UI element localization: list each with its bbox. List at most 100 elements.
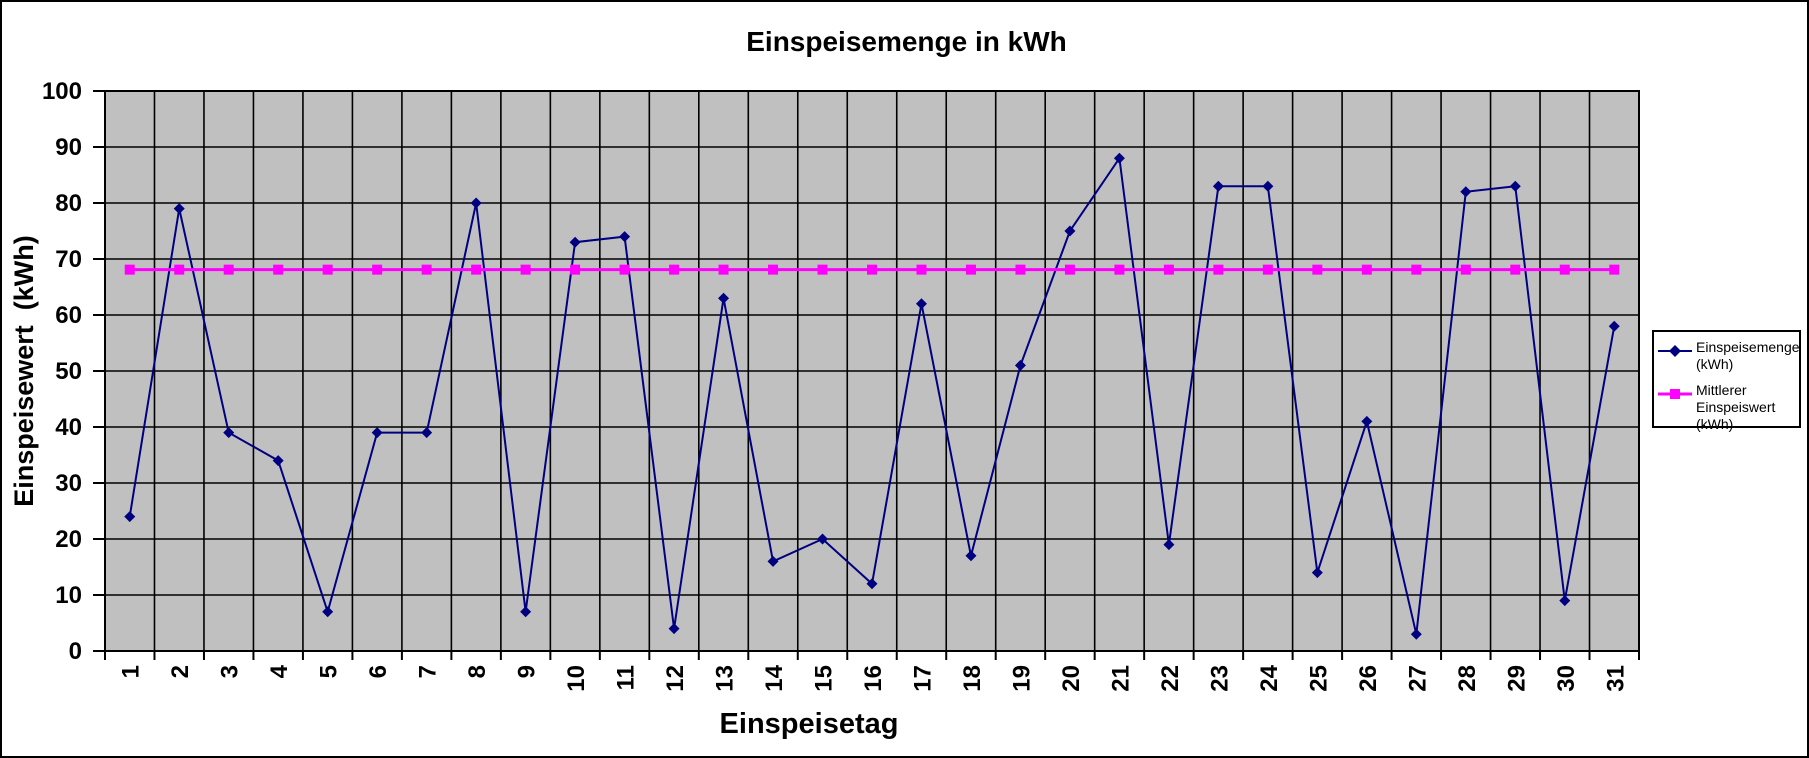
svg-text:10: 10 [563,665,590,692]
data-point-marker [718,292,730,304]
svg-text:100: 100 [42,78,82,105]
data-point-marker [272,455,284,467]
svg-text:70: 70 [55,246,82,273]
data-point-marker [421,427,433,439]
data-point-marker [867,264,877,275]
data-point-marker [1113,152,1125,164]
data-point-marker [669,264,680,275]
svg-text:11: 11 [613,665,640,690]
square-marker-icon [1658,389,1692,399]
axis-ticks [93,90,1640,660]
data-point-marker [1361,415,1373,427]
data-point-marker [1460,264,1471,275]
data-point-marker [1559,264,1570,275]
data-point-marker [668,623,680,635]
svg-text:13: 13 [712,665,739,692]
data-point-marker [520,264,531,275]
svg-text:16: 16 [860,665,887,692]
svg-text:20: 20 [55,526,82,553]
data-point-marker [1114,264,1125,275]
svg-text:6: 6 [365,665,392,678]
data-point-marker [866,578,878,590]
data-point-marker [174,264,185,275]
data-point-marker [916,264,927,275]
data-point-marker [1064,225,1076,237]
data-point-marker [965,264,976,275]
svg-text:3: 3 [217,665,244,678]
svg-text:15: 15 [811,665,838,692]
data-point-marker [421,264,432,275]
svg-text:28: 28 [1454,665,1481,692]
chart-title: Einspeisemenge in kWh [746,26,1067,57]
svg-text:19: 19 [1008,665,1035,692]
y-axis-title: Einspeisewert (kWh) [9,235,39,507]
y-tick-labels: 0 10 20 30 40 50 60 70 80 90 100 [42,78,82,665]
data-point-marker [223,427,235,439]
svg-text:5: 5 [316,665,343,678]
svg-text:7: 7 [415,665,442,678]
svg-text:29: 29 [1503,665,1530,692]
data-point-marker [1609,264,1620,275]
legend-label-line: Einspeiswert (kWh) [1696,399,1776,432]
svg-text:31: 31 [1602,665,1629,692]
svg-text:17: 17 [909,665,936,692]
data-point-marker [619,264,630,275]
svg-text:50: 50 [55,358,82,385]
svg-text:60: 60 [55,302,82,329]
svg-text:21: 21 [1107,665,1134,692]
data-point-marker [767,555,779,567]
svg-text:4: 4 [266,664,293,678]
data-point-marker [1014,359,1026,371]
data-point-marker [173,203,185,215]
data-point-marker [817,533,829,545]
data-point-marker [1312,264,1323,275]
data-point-marker [1064,264,1075,275]
diamond-marker-icon [1658,345,1692,357]
legend-entry-mittlerer-einspeiswert: Mittlerer Einspeiswert (kWh) [1658,382,1797,433]
data-point-marker [915,298,927,310]
svg-text:26: 26 [1355,665,1382,692]
x-tick-labels: 1 2 3 4 5 6 7 8 9 10 11 12 13 14 15 16 17 18 19 20 21 22 23 24 2… [118,664,1630,691]
svg-text:80: 80 [55,190,82,217]
series-1-markers [124,264,1620,275]
svg-text:30: 30 [1553,665,1580,692]
data-point-marker [520,606,532,618]
data-point-marker [1015,264,1026,275]
data-point-marker [1163,264,1174,275]
legend-label-line: (kWh) [1696,356,1734,372]
data-point-marker [1163,539,1175,551]
svg-text:40: 40 [55,414,82,441]
data-point-marker [1559,595,1571,607]
data-point-marker [371,427,383,439]
data-point-marker [1410,628,1422,640]
svg-text:20: 20 [1058,665,1085,692]
svg-text:25: 25 [1305,665,1332,692]
series-0-markers [124,152,1620,640]
svg-text:24: 24 [1256,664,1283,691]
data-point-marker [1213,264,1224,275]
plot-border [104,90,1640,652]
svg-text:18: 18 [959,665,986,692]
data-point-marker [273,264,284,275]
svg-text:12: 12 [662,665,689,692]
data-point-marker [1361,264,1372,275]
svg-text:30: 30 [55,470,82,497]
data-point-marker [817,264,828,275]
data-point-marker [768,264,779,275]
data-point-marker [1212,180,1224,192]
data-point-marker [1411,264,1422,275]
data-point-marker [1509,180,1521,192]
data-point-marker [619,231,631,243]
svg-text:0: 0 [69,638,82,665]
svg-text:14: 14 [761,664,788,691]
x-axis-title: Einspeisetag [719,708,899,740]
svg-text:27: 27 [1404,665,1431,692]
data-point-marker [965,550,977,562]
data-point-marker [569,236,581,248]
data-point-marker [1311,567,1323,579]
svg-text:90: 90 [55,134,82,161]
svg-text:23: 23 [1206,665,1233,692]
data-point-marker [1262,264,1273,275]
svg-text:22: 22 [1157,665,1184,692]
